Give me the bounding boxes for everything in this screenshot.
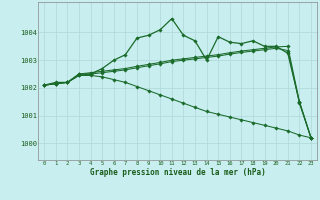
X-axis label: Graphe pression niveau de la mer (hPa): Graphe pression niveau de la mer (hPa) <box>90 168 266 177</box>
